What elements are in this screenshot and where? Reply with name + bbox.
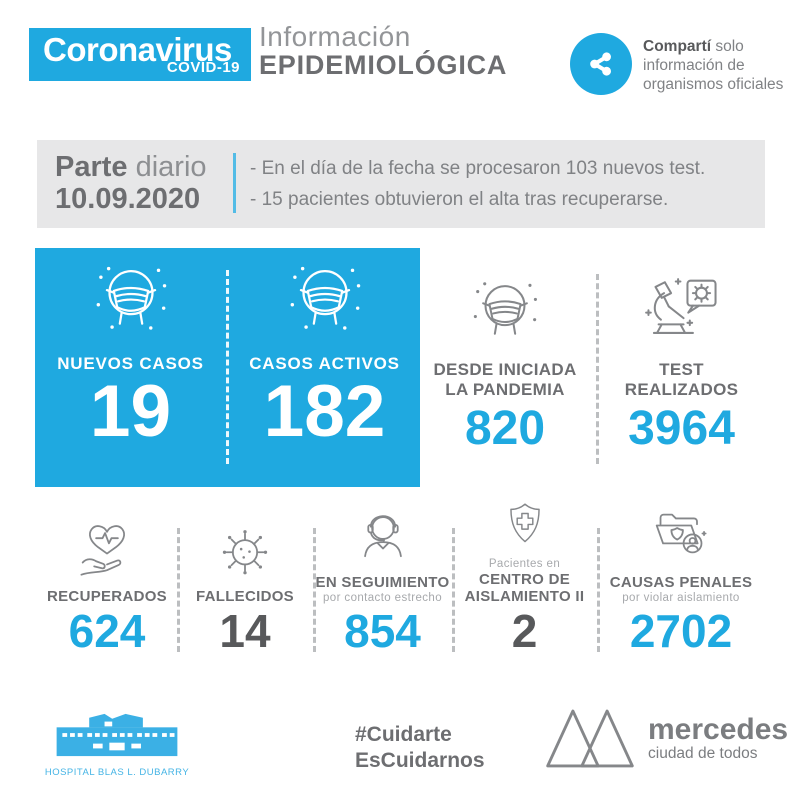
report-bullet-1: - En el día de la fecha se procesaron 10…	[250, 158, 706, 179]
share-note-rest: solo	[711, 38, 744, 55]
bottom-divider-1	[177, 528, 180, 652]
report-date: 10.09.2020	[55, 183, 201, 215]
bottom-divider-3	[452, 528, 455, 652]
stat-prelabel: Pacientes en	[488, 558, 561, 570]
stat-label: FALLECIDOS	[195, 588, 294, 605]
stat-label-line1: CENTRO DE	[478, 571, 571, 588]
stat-causas-penales: CAUSAS PENALES por violar aislamiento 27…	[597, 500, 765, 658]
highlight-panel: NUEVOS CASOS 19 CASOS ACTIVOS 182	[35, 248, 420, 487]
hospital-logo: HOSPITAL BLAS L. DUBARRY	[42, 712, 192, 778]
stat-recuperados: RECUPERADOS 624	[37, 500, 177, 658]
city-title: mercedes	[648, 712, 789, 746]
daily-report-bar: Parte diario 10.09.2020 - En el día de l…	[37, 140, 765, 228]
mid-stats: DESDE INICIADA LA PANDEMIA 820 TEST REAL…	[420, 248, 765, 487]
stat-value: 820	[464, 402, 546, 455]
stat-label: CAUSAS PENALES	[609, 574, 753, 591]
stat-value: 3964	[628, 402, 735, 455]
stat-value: 624	[68, 605, 146, 657]
bottom-stats: RECUPERADOS 624 FALLECIDOS 14	[37, 500, 765, 658]
brand-title: Coronavirus	[43, 31, 232, 68]
mask-face-icon	[290, 266, 360, 330]
mercedes-m-icon	[546, 709, 634, 768]
hospital-name: HOSPITAL BLAS L. DUBARRY	[44, 767, 190, 778]
stat-label: CASOS ACTIVOS	[249, 354, 400, 373]
stat-label-line1: TEST	[659, 360, 704, 379]
city-logo: mercedes ciudad de todos	[545, 706, 788, 770]
microscope-icon	[644, 278, 717, 334]
mid-divider	[596, 274, 599, 464]
stat-value: 182	[263, 371, 386, 452]
share-note-line3: organismos oficiales	[643, 76, 784, 93]
share-note-bold: Compartí	[643, 38, 712, 55]
page-title-line2: EPIDEMIOLÓGICA	[259, 50, 508, 80]
page-title: Información EPIDEMIOLÓGICA	[259, 22, 507, 80]
share-note-line2: información de	[643, 57, 745, 74]
highlight-divider	[226, 270, 229, 464]
city-subtitle: ciudad de todos	[648, 744, 758, 762]
brand-box: Coronavirus COVID-19	[29, 28, 251, 81]
stat-fallecidos: FALLECIDOS 14	[177, 500, 313, 658]
hospital-building-icon	[56, 713, 178, 757]
stat-centro-aislamiento: Pacientes en CENTRO DE AISLAMIENTO II 2	[452, 500, 597, 658]
stat-casos-activos: CASOS ACTIVOS 182	[229, 248, 420, 487]
stat-label-line2: AISLAMIENTO II	[464, 588, 585, 605]
headset-person-icon	[363, 515, 402, 558]
stat-value: 14	[219, 605, 271, 657]
report-bullet-2: - 15 pacientes obtuvieron el alta tras r…	[250, 189, 669, 210]
stat-en-seguimiento: EN SEGUIMIENTO por contacto estrecho 854	[313, 500, 452, 658]
report-label-light: diario	[127, 151, 207, 183]
stat-sublabel: por contacto estrecho	[323, 592, 442, 604]
hashtag-line2: EsCuidarnos	[355, 749, 485, 772]
share-glyph	[590, 52, 611, 76]
report-label-bold: Parte	[55, 151, 128, 183]
page-title-line1: Información	[259, 21, 411, 52]
report-divider	[233, 153, 236, 213]
bottom-divider-4	[597, 528, 600, 652]
campaign-hashtag: #Cuidarte EsCuidarnos	[355, 722, 485, 774]
stat-value: 19	[89, 371, 172, 452]
stat-value: 854	[344, 605, 421, 657]
share-icon	[570, 33, 632, 95]
mask-face-icon	[96, 266, 166, 330]
stat-value: 2	[511, 605, 538, 657]
stat-nuevos-casos: NUEVOS CASOS 19	[35, 248, 226, 487]
daily-report-title: Parte diario 10.09.2020	[55, 151, 207, 215]
stat-label-line2: REALIZADOS	[624, 380, 739, 399]
mask-face-icon	[473, 282, 537, 335]
stat-label-line1: DESDE INICIADA	[433, 360, 577, 379]
bottom-divider-2	[313, 528, 316, 652]
stat-label: NUEVOS CASOS	[57, 354, 204, 373]
virus-icon	[222, 530, 268, 575]
stat-desde-pandemia: DESDE INICIADA LA PANDEMIA 820	[420, 248, 590, 487]
folder-person-icon	[655, 513, 707, 554]
city-logo-text: mercedes ciudad de todos	[648, 712, 789, 762]
shield-cross-icon	[509, 503, 540, 543]
stat-label-line2: LA PANDEMIA	[445, 380, 565, 399]
report-bullets: - En el día de la fecha se procesaron 10…	[250, 153, 705, 215]
share-note: Compartí solo información de organismos …	[643, 37, 783, 94]
stat-label: EN SEGUIMIENTO	[315, 574, 450, 591]
stat-label: RECUPERADOS	[47, 588, 167, 605]
stat-test-realizados: TEST REALIZADOS 3964	[598, 248, 765, 487]
heart-hand-icon	[80, 525, 125, 576]
stat-sublabel: por violar aislamiento	[622, 592, 740, 604]
stat-value: 2702	[629, 605, 733, 657]
hashtag-line1: #Cuidarte	[355, 723, 452, 746]
brand-subtitle: COVID-19	[166, 59, 240, 76]
